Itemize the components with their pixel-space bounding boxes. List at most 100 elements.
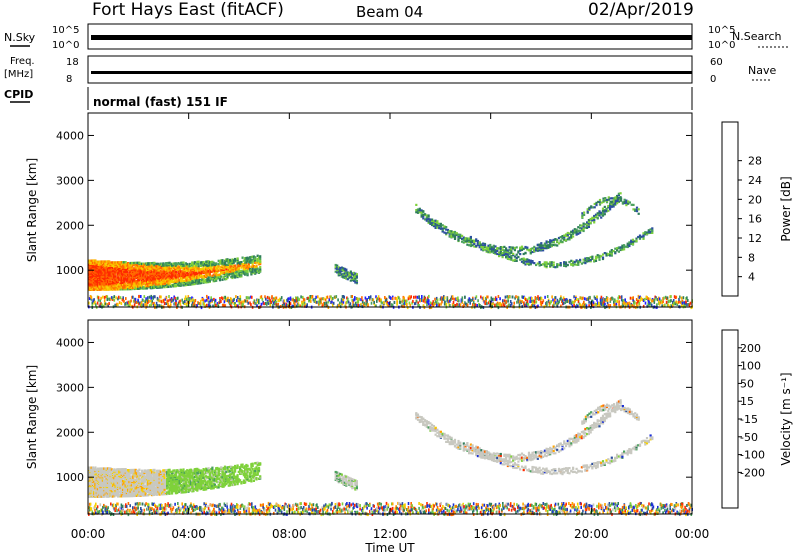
echo-pixel (531, 297, 533, 300)
echo-pixel (359, 304, 361, 308)
echo-pixel (197, 278, 200, 282)
echo-pixel (100, 302, 102, 306)
echo-pixel (572, 235, 575, 238)
echo-pixel (120, 302, 123, 305)
echo-pixel (244, 260, 247, 263)
echo-pixel (296, 296, 299, 300)
echo-pixel (214, 303, 217, 307)
echo-pixel (637, 300, 640, 304)
echo-pixel (440, 297, 442, 301)
echo-pixel (191, 298, 194, 302)
echo-pixel (147, 282, 150, 286)
echo-pixel (427, 219, 430, 222)
echo-pixel (214, 298, 217, 302)
echo-pixel (193, 300, 196, 304)
echo-pixel (454, 304, 456, 307)
echo-pixel (657, 301, 660, 305)
echo-pixel (666, 303, 669, 307)
echo-pixel (89, 259, 92, 262)
echo-pixel (566, 233, 569, 236)
echo-pixel (432, 304, 434, 308)
echo-pixel (239, 274, 242, 277)
echo-pixel (552, 238, 555, 241)
echo-pixel (446, 298, 449, 302)
echo-pixel (355, 279, 358, 282)
echo-pixel (207, 273, 210, 276)
echo-pixel (241, 300, 243, 304)
echo-pixel (172, 284, 175, 287)
echo-pixel (173, 272, 176, 275)
echo-pixel (685, 300, 687, 304)
echo-pixel (631, 304, 634, 308)
echo-pixel (172, 262, 175, 265)
echo-pixel (174, 274, 177, 277)
echo-pixel (186, 265, 189, 268)
echo-pixel (268, 297, 271, 301)
echo-pixel (217, 273, 220, 277)
echo-pixel (616, 247, 619, 250)
echo-pixel (160, 304, 162, 308)
echo-pixel (239, 261, 242, 264)
echo-pixel (333, 295, 336, 299)
echo-pixel (177, 283, 180, 286)
echo-pixel (635, 206, 639, 209)
echo-pixel (373, 300, 375, 304)
echo-pixel (437, 302, 440, 306)
echo-pixel (427, 220, 430, 223)
echo-pixel (113, 261, 116, 264)
echo-pixel (617, 246, 620, 249)
echo-pixel (645, 232, 649, 236)
echo-pixel (256, 304, 258, 308)
echo-pixel (687, 299, 689, 302)
echo-pixel (634, 301, 636, 305)
echo-pixel (559, 263, 562, 266)
echo-pixel (466, 303, 469, 307)
echo-pixel (647, 231, 650, 235)
echo-pixel (598, 254, 601, 257)
echo-pixel (249, 301, 251, 305)
echo-pixel (138, 268, 141, 271)
nave-bottom-tick: 0 (710, 74, 716, 85)
echo-pixel (524, 260, 527, 263)
echo-pixel (120, 263, 123, 266)
echo-pixel (443, 227, 446, 230)
echo-pixel (337, 267, 340, 270)
echo-pixel (181, 272, 184, 275)
echo-pixel (192, 266, 195, 270)
echo-pixel (503, 252, 506, 255)
echo-pixel (348, 276, 351, 279)
echo-pixel (90, 466, 93, 469)
echo-pixel (280, 298, 282, 302)
echo-pixel (110, 264, 113, 267)
echo-pixel (475, 295, 478, 299)
echo-pixel (573, 263, 576, 266)
echo-pixel (252, 255, 255, 258)
echo-pixel (256, 298, 258, 302)
echo-pixel (173, 280, 176, 284)
echo-pixel (602, 297, 604, 301)
echo-pixel (255, 264, 258, 267)
echo-pixel (522, 259, 525, 262)
echo-pixel (152, 280, 155, 283)
echo-pixel (254, 268, 257, 271)
echo-pixel (115, 271, 118, 274)
echo-pixel (622, 304, 625, 308)
echo-pixel (213, 297, 215, 301)
echo-pixel (442, 297, 444, 301)
echo-pixel (513, 247, 516, 250)
echo-pixel (226, 273, 229, 276)
echo-pixel (579, 231, 582, 234)
echo-pixel (610, 297, 612, 301)
echo-pixel (586, 257, 589, 260)
echo-pixel (616, 202, 619, 205)
echo-pixel (247, 301, 249, 305)
echo-pixel (517, 255, 520, 259)
echo-pixel (540, 246, 543, 249)
echo-pixel (509, 295, 511, 299)
echo-pixel (176, 266, 179, 269)
echo-pixel (105, 495, 108, 498)
echo-pixel (140, 264, 144, 268)
echo-pixel (273, 301, 275, 305)
echo-pixel (445, 228, 448, 231)
